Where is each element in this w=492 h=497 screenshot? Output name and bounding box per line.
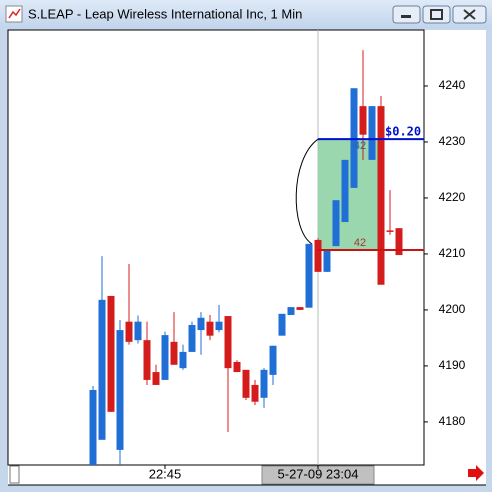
y-tick-label: 4190 (439, 358, 466, 372)
chart-background (8, 30, 486, 485)
candle-body (242, 369, 250, 398)
minimize-button[interactable] (392, 5, 421, 24)
candle-body (116, 330, 124, 450)
candle-body (341, 159, 349, 223)
candle-body (215, 321, 223, 331)
candle-body (350, 88, 358, 188)
candle-body (170, 341, 178, 365)
candle-body (206, 321, 214, 336)
candle-body (386, 230, 394, 232)
candle-body (143, 340, 151, 380)
candle-body (314, 239, 322, 272)
app-icon-glyph (8, 8, 21, 19)
scroll-handle[interactable] (9, 465, 20, 484)
candle-body (377, 106, 385, 285)
minimize-glyph (401, 15, 411, 18)
candle-body (278, 313, 286, 336)
candle-body (395, 228, 403, 256)
candle-body (296, 307, 304, 310)
candle-body (233, 361, 241, 373)
candle-body (107, 295, 115, 412)
count-label: 42 (354, 140, 366, 152)
scroll-right-arrow[interactable] (468, 465, 484, 481)
candle-body (287, 307, 295, 315)
x-tick-label: 5-27-09 23:04 (278, 466, 359, 481)
y-tick-label: 4210 (439, 246, 466, 260)
maximize-button[interactable] (422, 5, 451, 24)
candle-body (260, 369, 268, 398)
candle-body (161, 335, 169, 380)
y-tick-label: 4230 (439, 134, 466, 148)
candle-body (197, 317, 205, 331)
candle-body (188, 325, 196, 352)
candle-body (251, 384, 259, 402)
maximize-glyph (430, 9, 443, 20)
candle-body (269, 345, 277, 375)
candle-body (305, 243, 313, 308)
y-tick-label: 4220 (439, 190, 466, 204)
plot-border (7, 29, 425, 466)
y-tick-label: 4200 (439, 302, 466, 316)
y-tick-label: 4240 (439, 78, 466, 92)
x-tick-label: 22:45 (149, 466, 182, 481)
candle-body (179, 351, 187, 369)
spread-label: $0.20 (385, 125, 421, 139)
y-tick-label: 4180 (439, 414, 466, 428)
candle-body (332, 200, 340, 247)
candle-body (98, 299, 106, 440)
window-title: S.LEAP - Leap Wireless International Inc… (28, 6, 302, 21)
candle-body (125, 321, 133, 342)
candle-body (368, 106, 376, 160)
candle-body (152, 372, 160, 385)
count-label: 42 (354, 237, 366, 249)
candle-body (89, 389, 97, 465)
candle-body (323, 250, 331, 272)
candle-body (134, 321, 142, 341)
candle-body (224, 316, 232, 369)
candle-body (359, 106, 367, 135)
selection-curve (295, 138, 319, 245)
close-glyph (463, 9, 476, 20)
